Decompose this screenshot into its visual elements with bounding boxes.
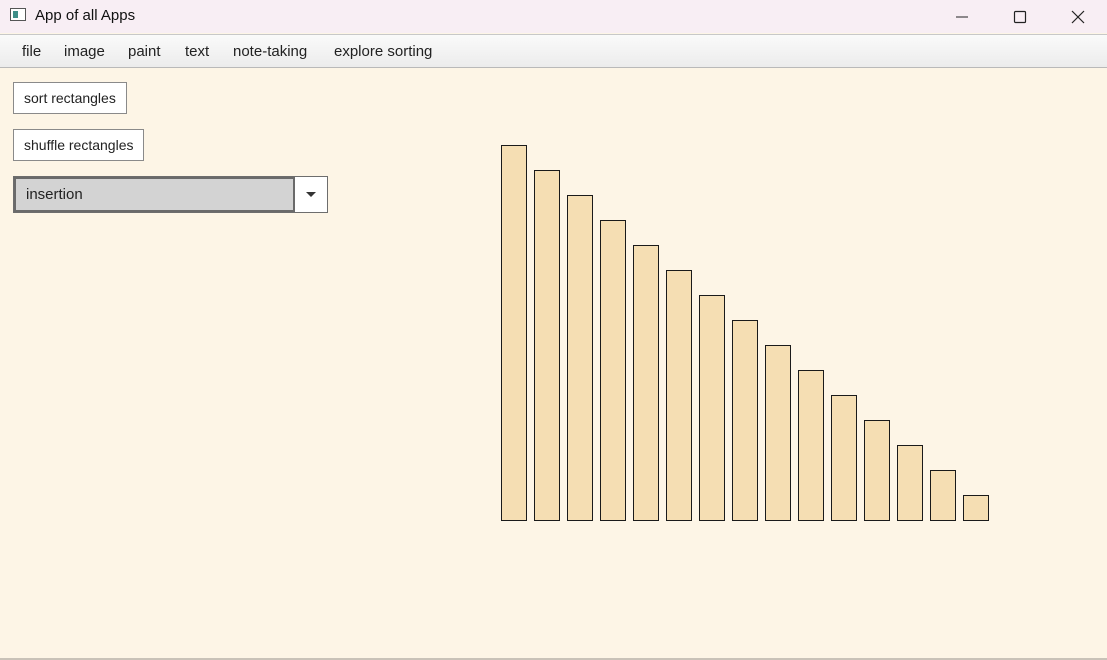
close-button[interactable] [1049,0,1107,33]
sort-rectangle-13 [897,445,923,521]
rectangles-canvas [501,145,989,521]
minimize-icon [956,16,968,17]
minimize-button[interactable] [933,0,991,33]
maximize-button[interactable] [991,0,1049,33]
menu-bar: file image paint text note-taking explor… [0,34,1107,68]
sort-rectangle-15 [963,495,989,521]
window-bottom-edge [0,658,1107,660]
sort-rectangle-4 [600,220,626,521]
menu-explore-sorting[interactable]: explore sorting [334,43,433,60]
main-content: sort rectangles shuffle rectangles inser… [0,68,1107,660]
sort-rectangle-5 [633,245,659,521]
menu-image[interactable]: image [64,43,105,60]
sort-rectangle-9 [765,345,791,521]
sort-rectangle-14 [930,470,956,521]
sort-rectangle-3 [567,195,593,521]
menu-paint[interactable]: paint [128,43,161,60]
menu-text[interactable]: text [185,43,210,60]
close-icon [1071,10,1085,23]
sort-rectangle-11 [831,395,857,521]
sort-rectangle-7 [699,295,725,521]
sort-rectangle-1 [501,145,527,521]
sort-rectangle-12 [864,420,890,521]
sort-rectangle-2 [534,170,560,521]
chevron-down-icon [306,191,316,197]
sort-rectangle-10 [798,370,824,521]
sort-rectangle-6 [666,270,692,521]
algorithm-selected-value[interactable]: insertion [14,177,295,212]
sort-rectangle-8 [732,320,758,521]
maximize-icon [1013,10,1027,23]
app-window-icon [10,8,26,21]
window-title: App of all Apps [35,7,136,24]
title-bar: App of all Apps [0,0,1107,33]
shuffle-rectangles-button[interactable]: shuffle rectangles [13,129,145,161]
sort-rectangles-button[interactable]: sort rectangles [13,82,127,114]
algorithm-select[interactable]: insertion [13,176,328,213]
menu-file[interactable]: file [22,43,42,60]
algorithm-dropdown-button[interactable] [295,177,327,212]
menu-note-taking[interactable]: note-taking [233,43,308,60]
